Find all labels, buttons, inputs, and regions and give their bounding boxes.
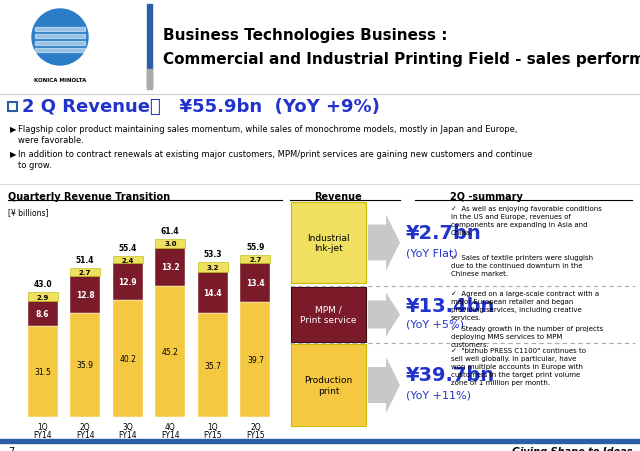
Text: 4Q: 4Q	[165, 422, 175, 431]
Text: FY14: FY14	[118, 430, 137, 439]
Text: 35.9: 35.9	[77, 361, 93, 370]
Text: ¥39.7bn: ¥39.7bn	[406, 366, 495, 385]
Text: ✓  Agreed on a large-scale contract with a
major European retailer and began
pro: ✓ Agreed on a large-scale contract with …	[451, 290, 599, 320]
Bar	[113, 263, 143, 301]
Text: Production
print: Production print	[305, 376, 353, 395]
Bar	[291, 202, 366, 283]
Text: (YoY +5%): (YoY +5%)	[406, 319, 464, 329]
Bar	[28, 301, 58, 326]
Text: 61.4: 61.4	[161, 226, 180, 235]
Text: 2Q: 2Q	[250, 422, 260, 431]
Text: 1Q: 1Q	[207, 422, 218, 431]
Text: Industrial
Ink-jet: Industrial Ink-jet	[307, 233, 350, 253]
Polygon shape	[368, 357, 400, 413]
Text: 2.7: 2.7	[249, 257, 262, 262]
Text: 2Q -summary: 2Q -summary	[450, 192, 523, 202]
Text: 13.4: 13.4	[246, 278, 265, 287]
Text: ✓  "bizhub PRESS C1100" continues to
sell well globally. In particular, have
won: ✓ "bizhub PRESS C1100" continues to sell…	[451, 347, 586, 385]
Bar	[198, 272, 228, 314]
Text: Giving Shape to Ideas: Giving Shape to Ideas	[511, 446, 632, 451]
Bar	[291, 344, 366, 426]
Text: (YoY Flat): (YoY Flat)	[406, 248, 458, 258]
Text: 13.2: 13.2	[161, 262, 180, 272]
Bar	[198, 314, 228, 417]
Bar	[198, 263, 228, 272]
Text: MPM /
Print service: MPM / Print service	[300, 305, 356, 324]
Text: ✓  As well as enjoying favorable conditions
in the US and Europe, revenues of
co: ✓ As well as enjoying favorable conditio…	[451, 206, 602, 235]
Text: 2.9: 2.9	[36, 294, 49, 300]
Bar	[28, 326, 58, 417]
Text: 39.7: 39.7	[247, 355, 264, 364]
Text: 12.8: 12.8	[76, 290, 95, 299]
Text: 2.7: 2.7	[79, 269, 92, 275]
Text: 53.3: 53.3	[204, 250, 222, 259]
Bar	[70, 276, 100, 313]
Text: 31.5: 31.5	[34, 367, 51, 376]
Text: 43.0: 43.0	[33, 280, 52, 289]
Text: were favorable.: were favorable.	[18, 136, 84, 145]
Bar	[113, 301, 143, 417]
Text: 1Q: 1Q	[37, 422, 48, 431]
Bar	[70, 313, 100, 417]
Text: 2Q: 2Q	[80, 422, 90, 431]
Text: Commercial and Industrial Printing Field - sales performance: Commercial and Industrial Printing Field…	[163, 52, 640, 67]
Text: 7: 7	[8, 446, 14, 451]
Bar	[156, 239, 186, 248]
Text: FY14: FY14	[76, 430, 95, 439]
Polygon shape	[368, 293, 400, 337]
Circle shape	[32, 10, 88, 66]
Text: 55.9: 55.9	[246, 243, 264, 252]
Text: 8.6: 8.6	[36, 309, 49, 318]
Text: ▶: ▶	[10, 125, 17, 133]
Text: 2 Q Revenue：   ¥55.9bn  (YoY +9%): 2 Q Revenue： ¥55.9bn (YoY +9%)	[22, 98, 380, 116]
Text: 35.7: 35.7	[204, 361, 221, 370]
Text: ▶: ▶	[10, 150, 17, 159]
Text: FY15: FY15	[246, 430, 265, 439]
Bar	[241, 263, 271, 302]
Text: Quarterly Revenue Transition: Quarterly Revenue Transition	[8, 192, 170, 202]
Text: ¥2.7bn: ¥2.7bn	[406, 224, 482, 243]
Text: 55.4: 55.4	[118, 244, 137, 253]
Bar	[156, 248, 186, 286]
Text: ¥13.4bn: ¥13.4bn	[406, 296, 495, 315]
Text: 3Q: 3Q	[122, 422, 133, 431]
Text: FY14: FY14	[33, 430, 52, 439]
Bar	[28, 293, 58, 301]
Text: 14.4: 14.4	[204, 289, 222, 297]
Text: [¥ billions]: [¥ billions]	[8, 207, 49, 216]
Text: 51.4: 51.4	[76, 255, 94, 264]
Text: (YoY +11%): (YoY +11%)	[406, 390, 471, 400]
Text: FY15: FY15	[204, 430, 222, 439]
Text: ✓  Sales of textile printers were sluggish
due to the continued downturn in the
: ✓ Sales of textile printers were sluggis…	[451, 254, 593, 276]
Text: 40.2: 40.2	[119, 354, 136, 364]
Text: Business Technologies Business :: Business Technologies Business :	[163, 28, 447, 43]
Text: ✓  Steady growth in the number of projects
deploying MMS services to MPM
custome: ✓ Steady growth in the number of project…	[451, 325, 604, 347]
Text: FY14: FY14	[161, 430, 180, 439]
Text: 45.2: 45.2	[162, 347, 179, 356]
Bar	[8, 103, 17, 112]
Text: KONICA MINOLTA: KONICA MINOLTA	[34, 78, 86, 83]
Bar	[241, 302, 271, 417]
Text: In addition to contract renewals at existing major customers, MPM/print services: In addition to contract renewals at exis…	[18, 150, 532, 159]
Text: 3.0: 3.0	[164, 241, 177, 247]
Text: 3.2: 3.2	[207, 264, 219, 271]
Bar	[70, 268, 100, 276]
Text: Revenue: Revenue	[314, 192, 362, 202]
Text: 2.4: 2.4	[122, 257, 134, 263]
Bar	[156, 286, 186, 417]
Polygon shape	[368, 215, 400, 271]
Text: 12.9: 12.9	[118, 278, 137, 286]
Text: Flagship color product maintaining sales momentum, while sales of monochrome mod: Flagship color product maintaining sales…	[18, 125, 518, 133]
Bar	[241, 256, 271, 263]
Bar	[291, 287, 366, 342]
Bar	[113, 257, 143, 263]
Text: to grow.: to grow.	[18, 161, 52, 170]
